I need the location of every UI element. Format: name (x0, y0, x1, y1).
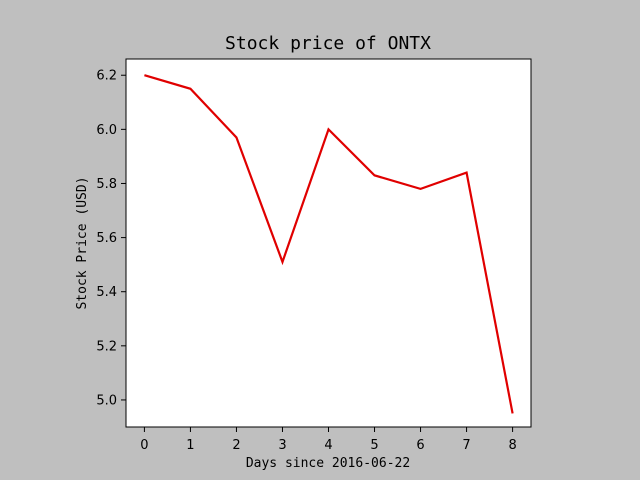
y-tick-label: 5.0 (96, 393, 117, 408)
x-tick-label: 6 (416, 438, 424, 453)
y-tick-label: 5.6 (96, 231, 117, 246)
x-tick-label: 8 (508, 438, 516, 453)
x-tick-label: 1 (186, 438, 194, 453)
y-tick-label: 5.4 (96, 285, 117, 300)
x-tick-label: 3 (278, 438, 286, 453)
plot-area (125, 58, 532, 428)
y-tick-label: 5.2 (96, 339, 117, 354)
y-axis-title: Stock Price (USD) (75, 176, 90, 309)
y-tick-label: 5.8 (96, 177, 117, 192)
x-tick-label: 4 (324, 438, 332, 453)
x-axis-title: Days since 2016-06-22 (246, 456, 410, 471)
x-tick-label: 0 (140, 438, 148, 453)
x-tick-label: 5 (370, 438, 378, 453)
x-axis-ticks: 0 1 2 3 4 5 6 7 8 (140, 427, 517, 453)
x-tick-label: 7 (462, 438, 470, 453)
chart-title: Stock price of ONTX (225, 33, 431, 54)
x-tick-label: 2 (232, 438, 240, 453)
price-line (144, 74, 514, 414)
y-axis-ticks: 5.0 5.2 5.4 5.6 5.8 6.0 6.2 (96, 69, 126, 408)
y-tick-label: 6.0 (96, 123, 117, 138)
y-tick-label: 6.2 (96, 69, 117, 84)
